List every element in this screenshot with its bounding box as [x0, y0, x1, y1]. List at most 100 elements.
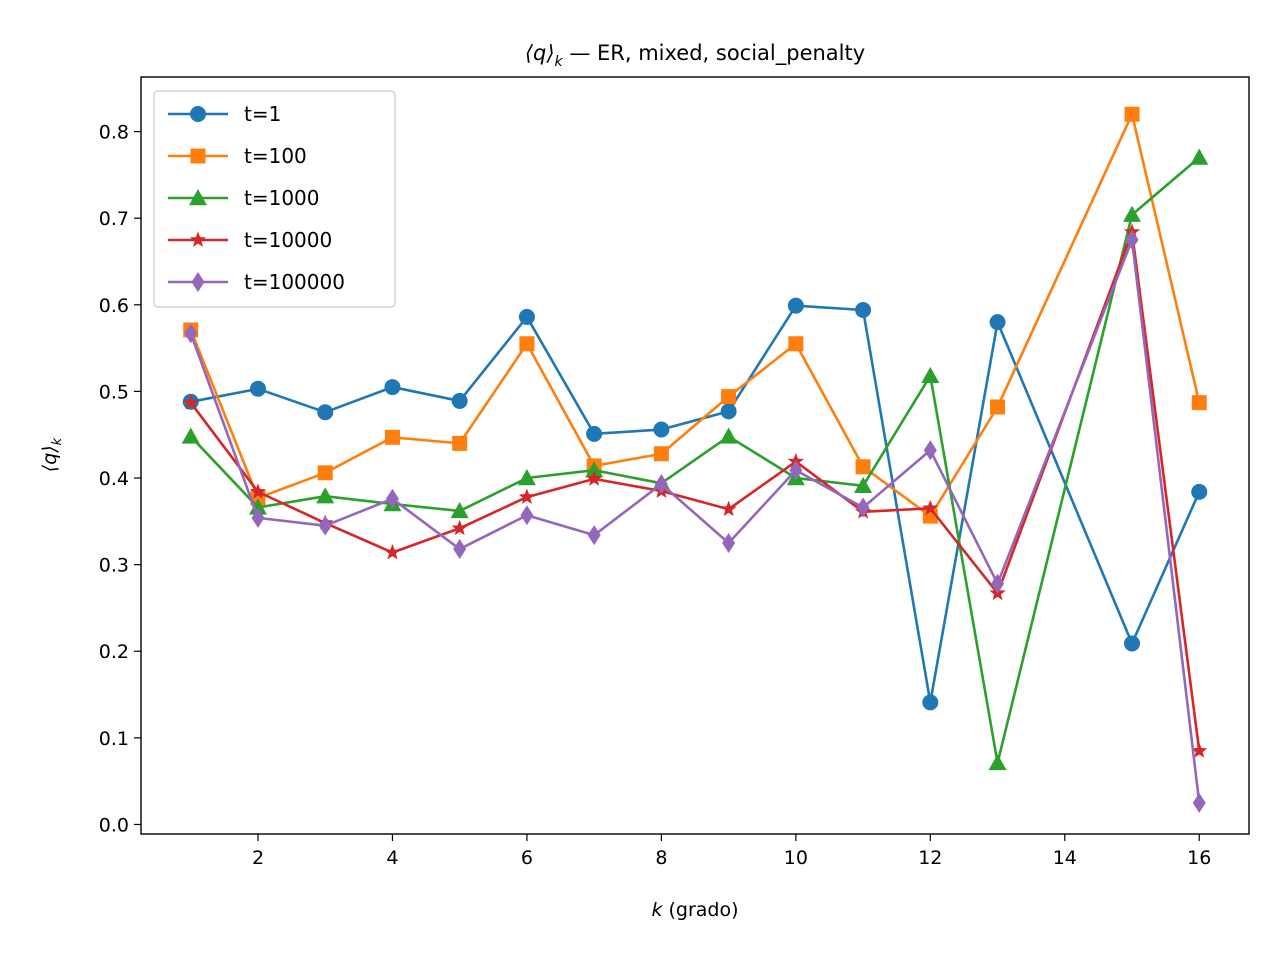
data-point [1124, 635, 1141, 652]
y-tick-label: 0.6 [99, 295, 129, 317]
data-point [384, 429, 400, 445]
data-point [856, 497, 870, 518]
data-point [586, 470, 603, 486]
data-point [991, 573, 1005, 594]
data-point [317, 404, 334, 421]
legend-label: t=1 [244, 102, 281, 126]
data-point [249, 380, 266, 397]
data-point [451, 392, 468, 409]
legend-item-t=1: t=1 [168, 102, 281, 126]
y-tick-label: 0.0 [99, 814, 129, 836]
data-point [1192, 792, 1206, 813]
data-point [1124, 106, 1140, 122]
data-point [855, 301, 872, 318]
data-point [184, 323, 198, 344]
data-point [719, 427, 738, 444]
y-tick-label: 0.8 [99, 122, 129, 144]
x-tick-label: 14 [1053, 847, 1077, 869]
x-tick-label: 2 [252, 847, 264, 869]
data-point [384, 379, 401, 396]
data-point [1191, 483, 1208, 500]
data-point [181, 427, 200, 444]
plot-frame [140, 76, 1250, 835]
data-point [990, 399, 1006, 415]
data-point [789, 460, 803, 481]
data-point [385, 488, 399, 509]
legend-marker [191, 272, 205, 292]
data-point [520, 505, 534, 526]
legend-marker [190, 148, 206, 164]
legend-item-t=100: t=100 [168, 144, 307, 168]
y-tick-label: 0.2 [99, 641, 129, 663]
y-tick-label: 0.1 [99, 728, 129, 750]
data-point [1123, 205, 1142, 222]
data-point [989, 314, 1006, 331]
data-point [1190, 148, 1209, 165]
x-tick-label: 10 [784, 847, 808, 869]
x-axis-ticks: 2 4 6 8 10 12 14 16 [252, 834, 1211, 869]
y-tick-label: 0.3 [99, 555, 129, 577]
data-point [587, 525, 601, 546]
x-tick-label: 8 [655, 847, 667, 869]
data-point [921, 366, 940, 384]
x-tick-label: 4 [386, 847, 398, 869]
legend-item-t=1000: t=1000 [168, 186, 320, 210]
legend-label: t=100 [244, 144, 307, 168]
y-axis-label: ⟨q⟩k [39, 437, 65, 472]
data-point [182, 394, 199, 410]
legend-label: t=1000 [244, 186, 320, 210]
data-point [586, 425, 603, 442]
data-point [452, 435, 468, 451]
data-point [251, 507, 265, 528]
data-point [653, 446, 669, 462]
data-point [517, 469, 536, 486]
data-point [922, 694, 939, 711]
legend-label: t=10000 [244, 228, 332, 252]
data-point [317, 465, 333, 481]
data-point [855, 459, 871, 475]
data-point [585, 461, 604, 478]
chart-title: ⟨q⟩k — ER, mixed, social_penalty [525, 41, 865, 70]
data-point [787, 297, 804, 314]
y-tick-label: 0.5 [99, 381, 129, 403]
data-point [654, 474, 668, 495]
data-point [451, 519, 468, 536]
data-point [922, 499, 939, 516]
x-tick-label: 12 [918, 847, 942, 869]
legend-box [153, 90, 396, 308]
data-point [720, 403, 737, 420]
legend-label: t=100000 [244, 270, 345, 294]
legend-marker [189, 231, 207, 247]
data-point [249, 483, 267, 499]
legend-item-t=10000: t=10000 [168, 228, 332, 252]
data-point [1191, 395, 1207, 411]
series-layer [181, 106, 1209, 813]
legend-marker [189, 189, 207, 206]
data-point [653, 421, 670, 438]
data-point [720, 500, 737, 517]
series-t=100000 [184, 229, 1206, 813]
data-point [854, 476, 873, 494]
data-point [988, 753, 1007, 771]
data-point [248, 498, 267, 515]
y-tick-label: 0.7 [99, 208, 129, 230]
data-point [318, 515, 332, 536]
legend: t=1 t=100 t=1000 t=10000 t=100000 [153, 90, 396, 308]
y-tick-label: 0.4 [99, 468, 129, 490]
data-point [721, 389, 737, 405]
legend-marker [190, 106, 206, 122]
series-t=1 [182, 297, 1208, 711]
data-point [1191, 742, 1208, 758]
data-point [722, 532, 736, 553]
data-point [923, 440, 937, 461]
data-point [453, 539, 467, 560]
x-axis-label: k (grado) [651, 899, 738, 921]
data-point [1125, 229, 1139, 250]
data-point [384, 544, 401, 560]
y-axis-ticks: 0.0 0.1 0.2 0.3 0.4 0.5 0.6 0.7 0.8 [99, 122, 141, 836]
legend-item-t=100000: t=100000 [168, 270, 345, 294]
data-point [519, 336, 535, 352]
data-point [450, 501, 469, 519]
x-tick-label: 6 [521, 847, 533, 869]
